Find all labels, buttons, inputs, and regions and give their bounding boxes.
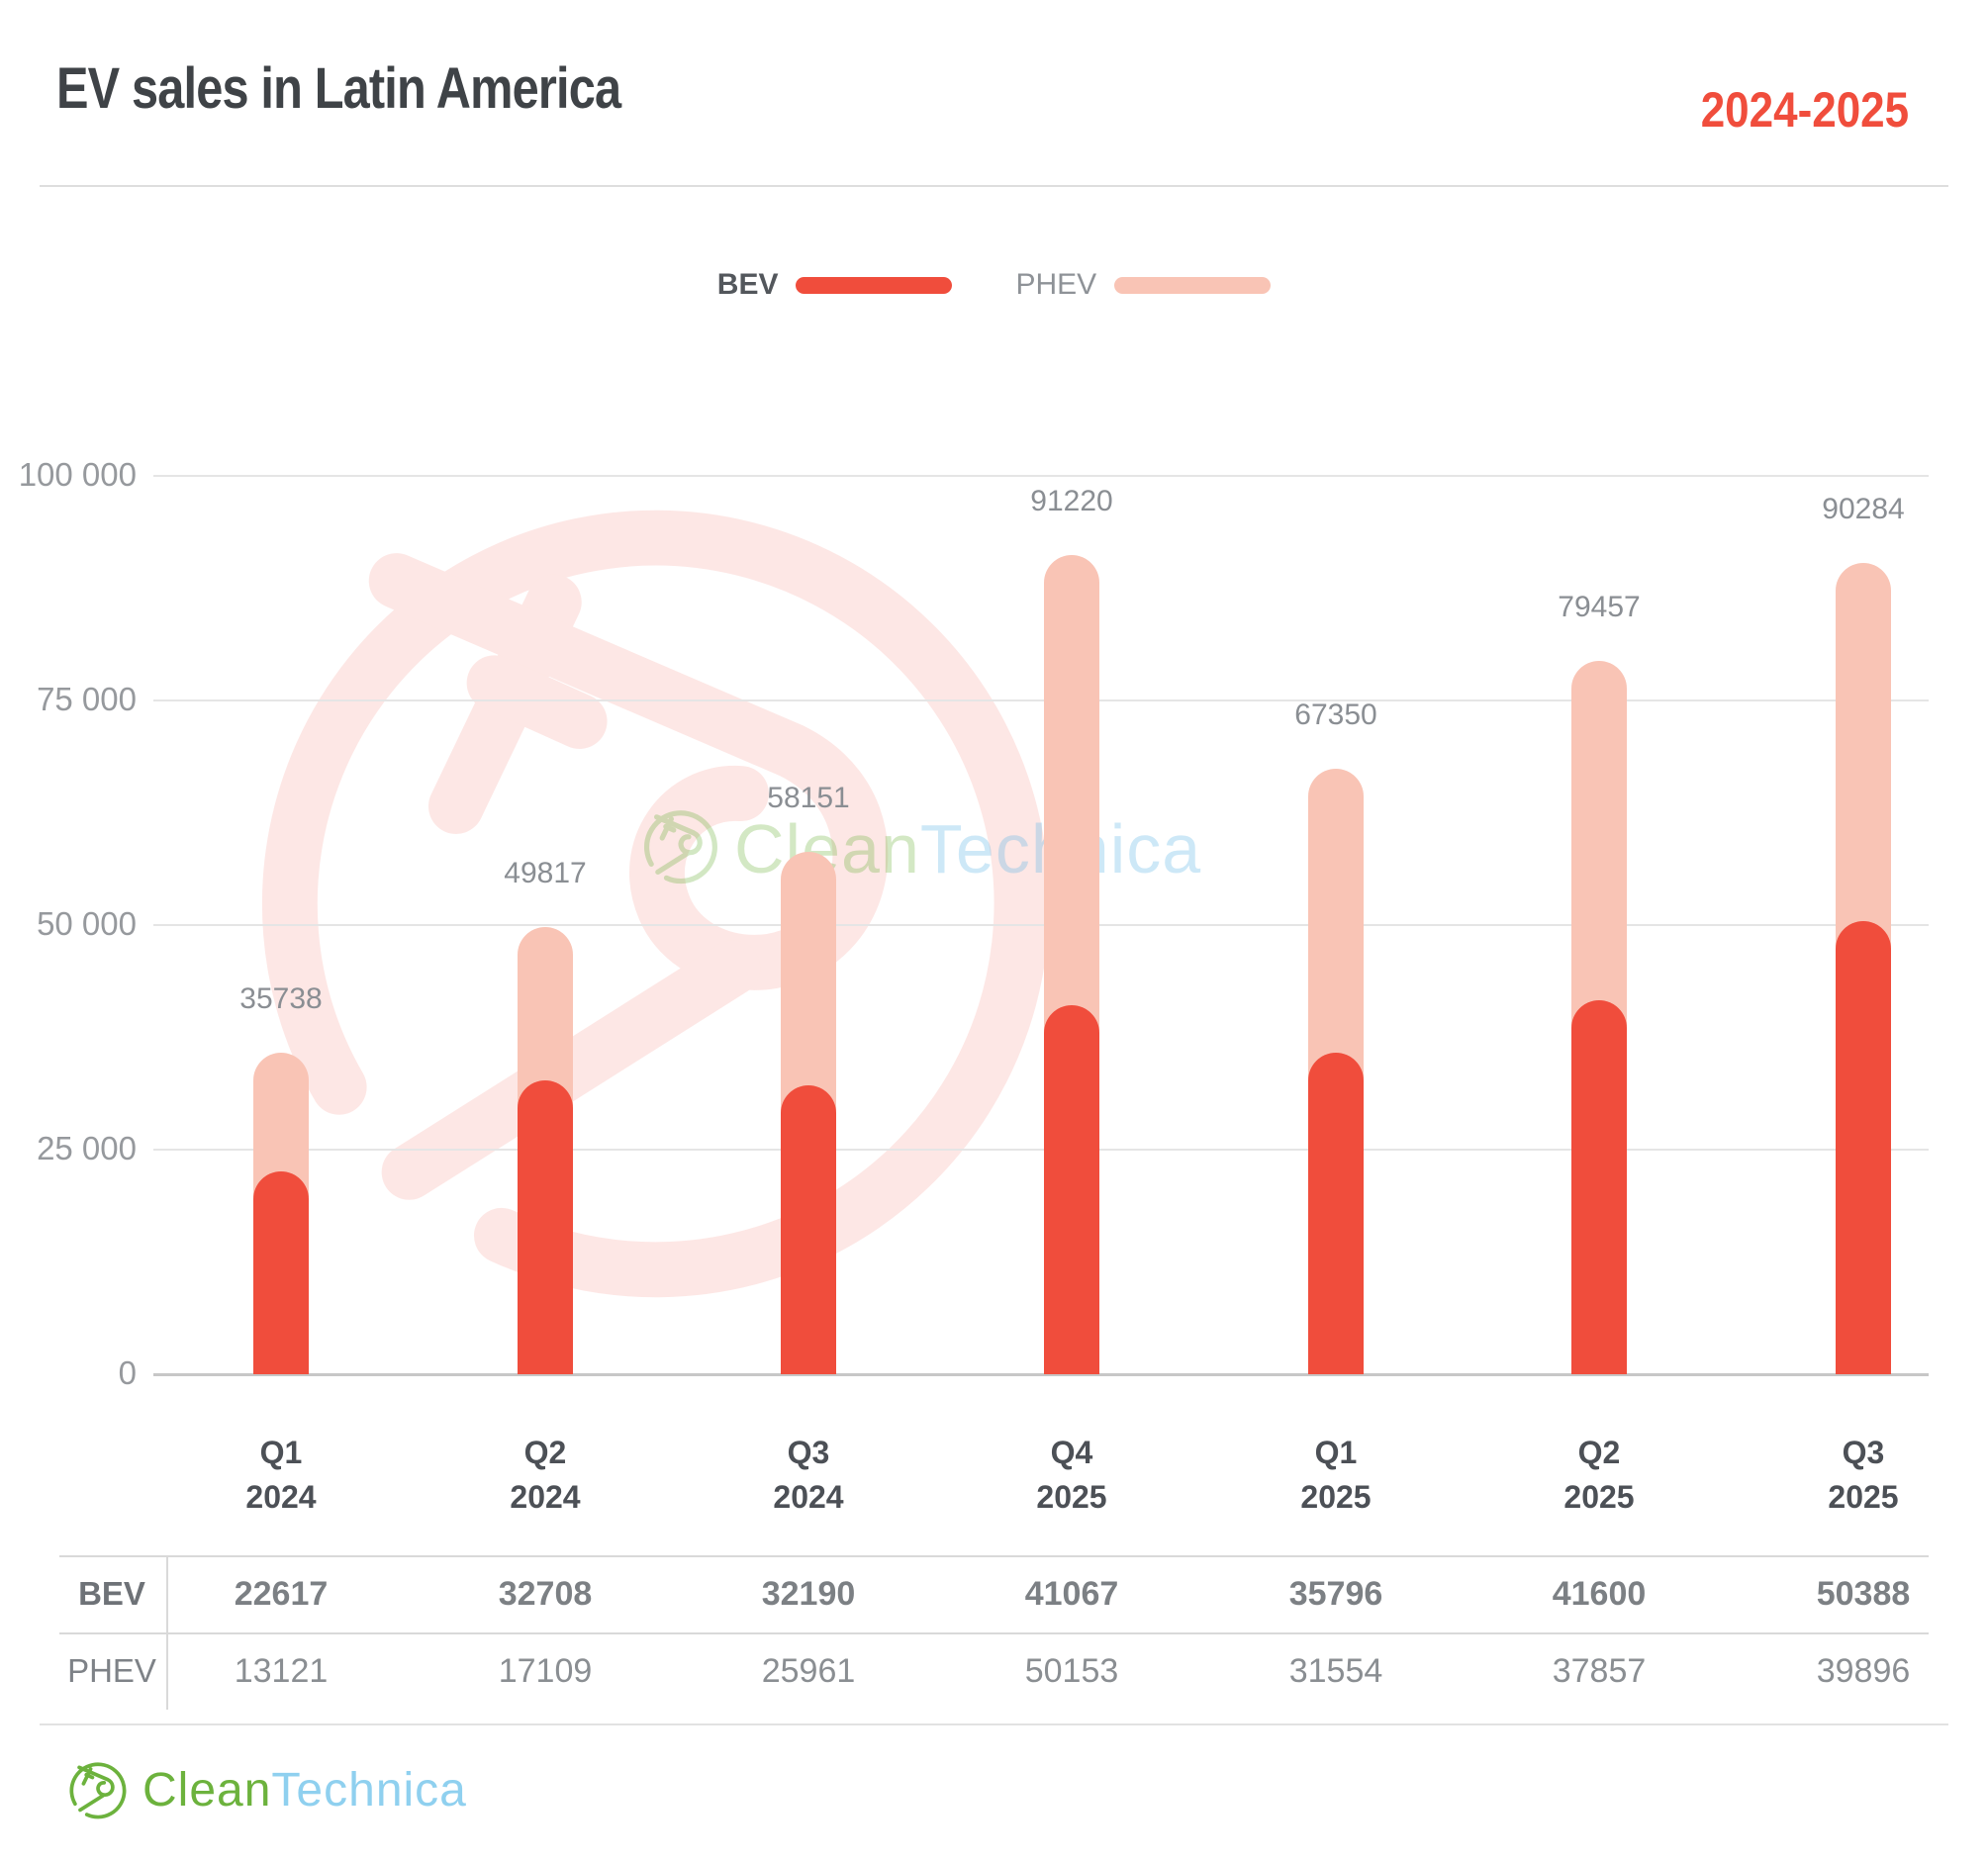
gridline-100000 <box>153 475 1929 477</box>
watermark-brand-icon <box>641 806 720 885</box>
legend-item-bev: BEV <box>717 268 953 302</box>
brand-name-blue: Technica <box>271 1763 467 1816</box>
bar-bev-segment <box>781 1085 836 1374</box>
gridline-75000 <box>153 699 1929 701</box>
x-axis-label: Q1 2024 <box>245 1435 317 1515</box>
table-cell: 13121 <box>234 1652 329 1690</box>
legend-label: BEV <box>716 268 779 301</box>
gridline-25000 <box>153 1149 1929 1151</box>
brand-name-green: Clean <box>142 1763 272 1816</box>
table-cell: 35796 <box>1288 1575 1383 1613</box>
cleantechnica-logo-icon <box>67 1759 129 1820</box>
bar-total-label: 35738 <box>239 982 323 1015</box>
table-cell: 41067 <box>1024 1575 1119 1613</box>
table-cell: 50153 <box>1024 1652 1119 1690</box>
table-cell: 39896 <box>1816 1652 1911 1690</box>
x-axis-label: Q3 2025 <box>1828 1435 1899 1515</box>
table-top-border <box>59 1555 1929 1557</box>
x-axis-label: Q4 2025 <box>1036 1435 1107 1515</box>
table-cell: 41600 <box>1552 1575 1647 1613</box>
bar-total-label: 90284 <box>1822 493 1905 525</box>
bar-bev-segment <box>518 1080 573 1374</box>
footer-divider <box>40 1723 1948 1725</box>
table-row-label: PHEV <box>67 1652 156 1689</box>
bar-bev-segment <box>1836 921 1891 1374</box>
y-axis-tick-label: 25 000 <box>37 1130 137 1166</box>
page-title: EV sales in Latin America <box>56 56 621 121</box>
table-cell: 22617 <box>234 1575 329 1613</box>
table-cell: 25961 <box>761 1652 856 1690</box>
table-row-label: BEV <box>78 1575 145 1612</box>
y-axis-tick-label: 75 000 <box>37 681 137 717</box>
x-axis-label: Q2 2025 <box>1563 1435 1635 1515</box>
table-cell: 32190 <box>761 1575 856 1613</box>
y-axis-tick-label: 100 000 <box>18 456 137 493</box>
table-cell: 32708 <box>498 1575 593 1613</box>
bar-bev-segment <box>1308 1053 1364 1374</box>
table-cell: 37857 <box>1552 1652 1647 1690</box>
table-cell: 31554 <box>1288 1652 1383 1690</box>
table-cell: 50388 <box>1816 1575 1911 1613</box>
bar-total-label: 49817 <box>504 857 587 889</box>
table-column-divider <box>166 1555 168 1710</box>
bar-bev-segment <box>253 1171 309 1374</box>
header-divider <box>40 185 1948 187</box>
legend-item-phev: PHEV <box>1015 268 1272 302</box>
bar-bev-segment <box>1044 1005 1099 1374</box>
cleantechnica-logo: CleanTechnica <box>67 1759 467 1820</box>
gridline-50000 <box>153 924 1929 926</box>
bar-total-label: 91220 <box>1030 485 1113 517</box>
bar-total-label: 67350 <box>1294 698 1377 731</box>
x-axis-label: Q3 2024 <box>773 1435 844 1515</box>
legend-swatch-icon <box>796 276 953 294</box>
plot-area: 35738 49817 58151 91220 67350 79457 90284 <box>153 475 1929 1376</box>
bar-bev-segment <box>1571 1000 1627 1374</box>
gridline-0 <box>153 1373 1929 1376</box>
period-label: 2024-2025 <box>1700 82 1909 138</box>
legend-swatch-icon <box>1114 276 1272 294</box>
y-axis-tick-label: 50 000 <box>37 905 137 942</box>
y-axis-tick-label: 0 <box>118 1354 137 1391</box>
table-cell: 17109 <box>498 1652 593 1690</box>
table-row-divider <box>59 1632 1929 1634</box>
x-axis-label: Q2 2024 <box>510 1435 581 1515</box>
x-axis-label: Q1 2025 <box>1300 1435 1372 1515</box>
legend-label: PHEV <box>1015 268 1097 301</box>
bar-total-label: 58151 <box>767 782 850 814</box>
brand-name: CleanTechnica <box>142 1763 467 1817</box>
plug-circle-watermark-icon <box>231 466 1082 1317</box>
bar-total-label: 79457 <box>1558 591 1641 623</box>
chart-legend: BEV PHEV <box>0 265 1988 305</box>
